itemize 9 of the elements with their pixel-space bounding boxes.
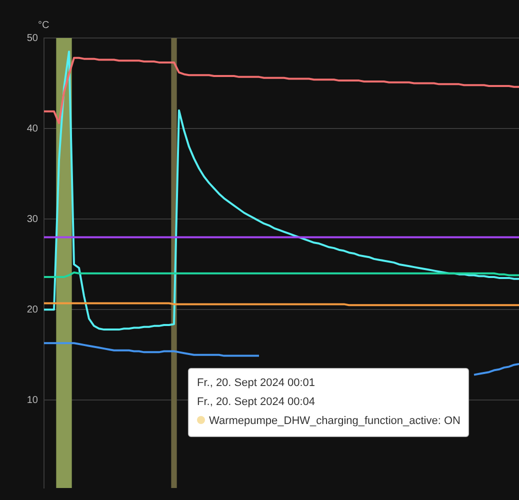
annotation: Fr., 20. Sept 2024 00:01 [197,376,316,391]
y-tick-label: 30 [26,214,38,225]
y-tick-label: 20 [26,304,38,316]
y-tick-label: 10 [26,394,38,406]
annotation: Warmepumpe_DHW_charging_function_active: ON [208,414,460,429]
y-axis-title: °C [38,20,50,31]
y-tick-label: 50 [26,32,38,44]
annotation: Fr., 20. Sept 2024 00:04 [197,395,316,410]
y-tick-label: 40 [26,123,38,134]
